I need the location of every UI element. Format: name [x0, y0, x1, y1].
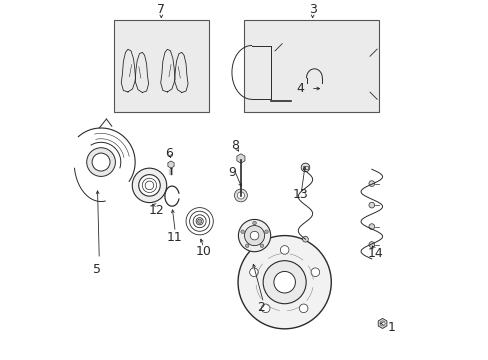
- Circle shape: [368, 181, 374, 186]
- Circle shape: [244, 226, 264, 246]
- Circle shape: [287, 58, 308, 80]
- Circle shape: [291, 80, 304, 93]
- Circle shape: [245, 244, 248, 248]
- Text: 3: 3: [308, 3, 316, 16]
- Text: 10: 10: [195, 245, 211, 258]
- Circle shape: [86, 148, 115, 176]
- Circle shape: [263, 261, 305, 304]
- Circle shape: [132, 168, 166, 203]
- Circle shape: [310, 268, 319, 276]
- Text: 4: 4: [296, 82, 304, 95]
- Circle shape: [258, 64, 273, 80]
- Circle shape: [289, 98, 296, 105]
- Circle shape: [197, 219, 202, 224]
- Circle shape: [253, 60, 278, 85]
- Circle shape: [139, 175, 160, 196]
- Circle shape: [249, 268, 258, 276]
- Circle shape: [272, 48, 277, 53]
- Bar: [113, 21, 208, 112]
- Circle shape: [261, 304, 269, 312]
- Circle shape: [379, 321, 384, 326]
- Text: 7: 7: [157, 3, 165, 16]
- Circle shape: [301, 163, 309, 172]
- Circle shape: [273, 271, 295, 293]
- Text: 13: 13: [292, 188, 307, 201]
- Circle shape: [266, 97, 275, 105]
- Circle shape: [238, 235, 330, 329]
- Text: 9: 9: [227, 166, 235, 179]
- Circle shape: [250, 231, 258, 240]
- Text: 14: 14: [367, 247, 383, 260]
- Text: 2: 2: [256, 301, 264, 314]
- Text: 1: 1: [387, 320, 395, 333]
- Circle shape: [368, 224, 374, 229]
- Circle shape: [368, 202, 374, 208]
- Circle shape: [299, 304, 307, 312]
- Bar: [244, 21, 378, 112]
- Circle shape: [237, 192, 244, 199]
- Text: 5: 5: [93, 263, 102, 276]
- Circle shape: [264, 230, 268, 234]
- Circle shape: [280, 246, 288, 254]
- Circle shape: [92, 153, 110, 171]
- Circle shape: [368, 242, 374, 247]
- Circle shape: [291, 62, 304, 75]
- Circle shape: [234, 189, 247, 202]
- Text: 6: 6: [165, 147, 173, 159]
- Circle shape: [252, 221, 256, 225]
- Text: 8: 8: [231, 139, 239, 152]
- Circle shape: [260, 244, 263, 248]
- Circle shape: [240, 230, 244, 234]
- Text: 11: 11: [166, 231, 182, 244]
- Circle shape: [287, 76, 308, 98]
- Circle shape: [238, 220, 270, 252]
- Circle shape: [302, 236, 308, 242]
- Text: 12: 12: [148, 204, 164, 217]
